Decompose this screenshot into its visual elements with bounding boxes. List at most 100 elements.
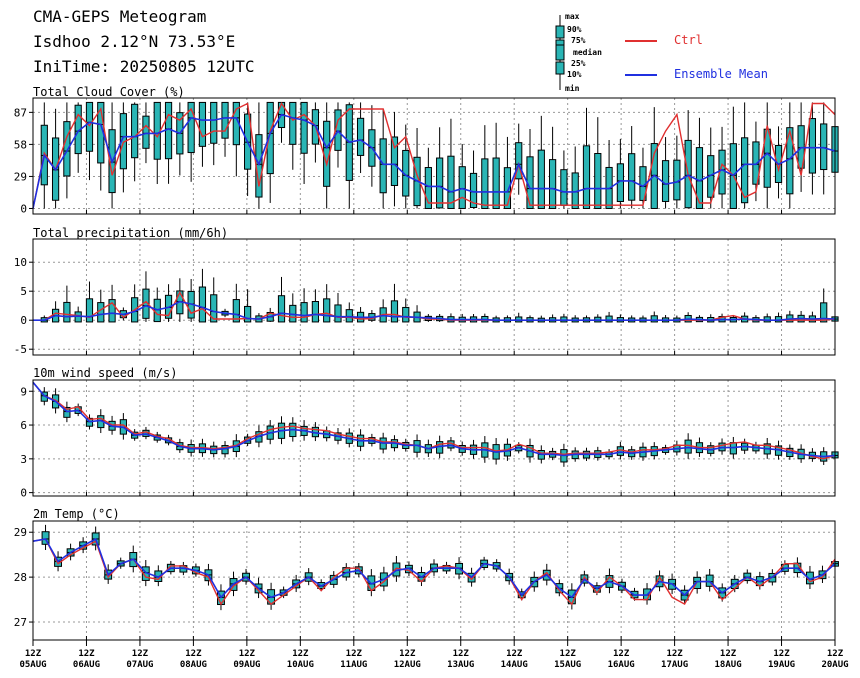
box bbox=[63, 406, 71, 418]
ensemble-mean-line bbox=[32, 113, 836, 209]
box bbox=[198, 286, 207, 323]
legend-mean-line bbox=[625, 74, 657, 76]
panel-frame bbox=[32, 97, 836, 215]
box bbox=[820, 123, 828, 171]
panel-frame bbox=[32, 379, 836, 497]
box bbox=[447, 155, 455, 209]
legend-25: 25% bbox=[571, 59, 586, 68]
y-tick-label: 6 bbox=[20, 419, 27, 432]
ensemble-mean-line bbox=[33, 300, 836, 322]
x-tick-date: 10AUG bbox=[287, 660, 314, 670]
box bbox=[752, 141, 760, 185]
ctrl-line bbox=[32, 381, 836, 460]
box bbox=[142, 115, 150, 149]
y-tick-label: 87 bbox=[14, 106, 27, 119]
box bbox=[289, 101, 297, 145]
box bbox=[741, 137, 749, 204]
ensemble-mean-line bbox=[32, 381, 836, 458]
box bbox=[131, 103, 139, 159]
x-tick-date: 19AUG bbox=[768, 660, 795, 670]
x-tick-hour: 12Z bbox=[399, 649, 416, 659]
x-tick-date: 08AUG bbox=[180, 660, 207, 670]
legend-min: min bbox=[565, 84, 580, 93]
box bbox=[232, 299, 240, 323]
box bbox=[605, 315, 613, 323]
legend-median: median bbox=[573, 48, 602, 57]
panel-title-precip: Total precipitation (mm/6h) bbox=[33, 226, 229, 240]
box bbox=[198, 101, 207, 147]
box bbox=[515, 142, 523, 180]
y-tick-label: 3 bbox=[20, 453, 27, 466]
y-tick-label: 28 bbox=[14, 571, 27, 584]
box bbox=[266, 101, 274, 175]
box bbox=[436, 157, 444, 209]
x-tick-date: 20AUG bbox=[821, 660, 848, 670]
box bbox=[187, 101, 195, 154]
box bbox=[503, 167, 512, 209]
x-tick-hour: 12Z bbox=[78, 649, 95, 659]
x-tick-date: 09AUG bbox=[233, 660, 260, 670]
x-tick-hour: 12Z bbox=[132, 649, 149, 659]
box bbox=[311, 301, 320, 323]
box bbox=[424, 167, 432, 209]
box bbox=[244, 305, 252, 323]
box bbox=[221, 101, 229, 139]
box bbox=[820, 302, 828, 323]
y-tick-label: 0 bbox=[20, 487, 27, 500]
x-tick-hour: 12Z bbox=[453, 649, 470, 659]
box bbox=[537, 149, 545, 209]
location-label: Isdhoo 2.12°N 73.53°E bbox=[33, 32, 236, 51]
panel-title-wind: 10m wind speed (m/s) bbox=[33, 366, 178, 380]
box bbox=[560, 169, 568, 206]
legend-75: 75% bbox=[571, 36, 586, 45]
box bbox=[661, 160, 670, 202]
legend-mean-label: Ensemble Mean bbox=[674, 67, 768, 81]
y-tick-label: 58 bbox=[14, 138, 27, 151]
x-tick-date: 16AUG bbox=[608, 660, 635, 670]
box bbox=[616, 446, 624, 456]
box bbox=[492, 157, 500, 209]
box bbox=[458, 166, 466, 209]
box bbox=[108, 299, 116, 323]
box bbox=[390, 136, 399, 186]
box bbox=[153, 101, 161, 160]
box bbox=[210, 101, 218, 144]
box bbox=[85, 298, 94, 323]
box bbox=[97, 302, 105, 323]
box bbox=[323, 298, 331, 323]
box bbox=[650, 315, 658, 323]
init-time-label: IniTime: 20250805 12UTC bbox=[33, 57, 255, 76]
legend-max: max bbox=[565, 12, 580, 21]
x-tick-date: 07AUG bbox=[126, 660, 153, 670]
x-tick-hour: 12Z bbox=[827, 649, 844, 659]
panel-title-cloud: Total Cloud Cover (%) bbox=[33, 85, 185, 99]
x-tick-date: 13AUG bbox=[447, 660, 474, 670]
box bbox=[85, 101, 94, 152]
x-tick-hour: 12Z bbox=[239, 649, 256, 659]
box bbox=[300, 101, 308, 154]
box bbox=[41, 531, 50, 545]
x-tick-hour: 12Z bbox=[506, 649, 523, 659]
box bbox=[684, 439, 692, 454]
box bbox=[808, 118, 817, 174]
box bbox=[628, 153, 636, 201]
panel-frame bbox=[32, 520, 836, 641]
box bbox=[705, 574, 714, 587]
box bbox=[277, 295, 286, 323]
x-tick-date: 15AUG bbox=[554, 660, 581, 670]
y-tick-label: -5 bbox=[14, 343, 27, 356]
y-tick-label: 0 bbox=[20, 314, 27, 327]
ctrl-line bbox=[32, 102, 836, 209]
box-legend-glyph bbox=[555, 15, 565, 90]
x-tick-date: 11AUG bbox=[340, 660, 367, 670]
box bbox=[481, 158, 489, 209]
x-tick-date: 05AUG bbox=[19, 660, 46, 670]
y-tick-label: 0 bbox=[20, 202, 27, 215]
x-tick-hour: 12Z bbox=[560, 649, 577, 659]
chart-title: CMA-GEPS Meteogram bbox=[33, 7, 207, 26]
box bbox=[379, 138, 387, 194]
y-tick-label: 10 bbox=[14, 256, 27, 269]
panel-title-temp: 2m Temp (°C) bbox=[33, 507, 120, 521]
legend-10: 10% bbox=[567, 70, 582, 79]
